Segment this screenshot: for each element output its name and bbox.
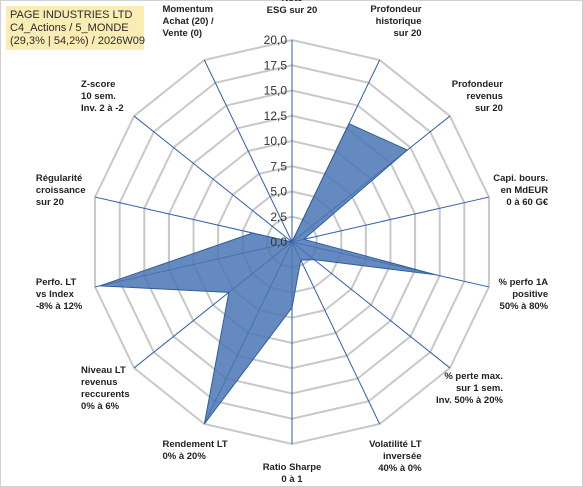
- axis-label: % perfo 1A positive 50% à 80%: [499, 277, 549, 312]
- tick-label: 20,0: [264, 33, 288, 47]
- axis-label-line: 0% à 20%: [162, 451, 206, 462]
- axis-spoke: [203, 59, 293, 243]
- axis-label-line: croissance: [36, 185, 86, 196]
- axis-label-line: 0 à 60 G€: [506, 197, 548, 208]
- axis-label-line: Z-score: [81, 79, 115, 90]
- axis-label-line: sur 20: [36, 197, 64, 208]
- title-line-category: C4_Actions / 5_MONDE: [10, 22, 129, 34]
- axis-label-line: Régularité: [36, 173, 82, 184]
- axis-label-line: % perfo 1A: [499, 277, 549, 288]
- axis-label: % perte max. sur 1 sem. Inv. 50% à 20%: [436, 371, 503, 406]
- axis-label-line: Note: [281, 0, 302, 4]
- axis-label: Rendement LT 0% à 20%: [162, 439, 227, 462]
- axis-label-line: Capi. bours.: [493, 173, 548, 184]
- title-line-stats: (29,3% | 54,2%) / 2026W09: [10, 35, 145, 47]
- axis-label: Z-score 10 sem. Inv. 2 à -2: [81, 79, 124, 114]
- axis-label: Profondeur revenus sur 20: [452, 79, 503, 114]
- axis-label-line: Ratio Sharpe: [263, 462, 322, 473]
- axis-label-line: Inv. 2 à -2: [81, 103, 124, 114]
- tick-label: 5,0: [270, 185, 287, 199]
- tick-label: 7,5: [270, 159, 287, 173]
- axis-label-line: Perfo. LT: [36, 277, 77, 288]
- axis-label-line: Achat (20) /: [162, 16, 214, 27]
- axis-label-line: historique: [376, 16, 422, 27]
- axis-label-line: vs Index: [36, 289, 75, 300]
- series-area: [99, 123, 436, 425]
- axis-label-line: Vente (0): [162, 28, 202, 39]
- axis-label-line: Momentum: [162, 4, 213, 15]
- axis-label: Perfo. LT vs Index -8% à 12%: [36, 277, 83, 312]
- axis-label-line: Profondeur: [452, 79, 503, 90]
- axis-label-line: % perte max.: [444, 371, 503, 382]
- axis-label-line: revenus: [81, 377, 117, 388]
- axis-label: Capi. bours. en MdEUR 0 à 60 G€: [493, 173, 549, 208]
- axis-label-line: reccurents: [81, 389, 130, 400]
- axis-label: NoteESG sur 20: [267, 0, 318, 16]
- tick-label: 12,5: [264, 109, 288, 123]
- axis-label: Profondeur historique sur 20: [370, 4, 421, 39]
- axis-label-line: sur 20: [394, 28, 422, 39]
- axis-label: Ratio Sharpe 0 à 1: [263, 462, 322, 485]
- axis-spoke: [133, 115, 293, 243]
- axis-spoke: [291, 196, 490, 243]
- axis-label-line: sur 20: [475, 103, 503, 114]
- axis-label: Régularité croissance sur 20: [36, 173, 86, 208]
- axis-label-line: Niveau LT: [81, 365, 126, 376]
- axis-label-line: positive: [512, 289, 548, 300]
- axis-label-line: 50% à 80%: [500, 301, 549, 312]
- axis-label-line: inversée: [383, 451, 422, 462]
- axis-label-line: 40% à 0%: [378, 463, 422, 474]
- axis-label-line: 0 à 1: [281, 474, 303, 485]
- tick-label: 0,0: [270, 235, 287, 249]
- axis-label-line: Inv. 50% à 20%: [436, 395, 503, 406]
- tick-label: 17,5: [264, 58, 288, 72]
- axis-spoke: [291, 241, 451, 369]
- tick-label: 10,0: [264, 134, 288, 148]
- axis-label-line: sur 1 sem.: [456, 383, 503, 394]
- title-box: PAGE INDUSTRIES LTD C4_Actions / 5_MONDE…: [6, 6, 145, 50]
- axis-spoke: [291, 241, 381, 425]
- axis-label-line: Profondeur: [370, 4, 421, 15]
- axis-label: Volatilité LT inversée 40% à 0%: [369, 439, 422, 474]
- axis-label-line: Volatilité LT: [369, 439, 422, 450]
- axis-label: Momentum Achat (20) / Vente (0): [162, 4, 214, 39]
- axis-label-line: -8% à 12%: [36, 301, 83, 312]
- axis-label-line: 0% à 6%: [81, 401, 120, 412]
- tick-label: 15,0: [264, 84, 288, 98]
- axis-label-line: en MdEUR: [501, 185, 549, 196]
- radar-ticks: 0,0 2,5 5,0 7,5 10,0 12,5 15,0 17,5 20,0: [264, 33, 288, 249]
- tick-label: 2,5: [270, 210, 287, 224]
- title-line-company: PAGE INDUSTRIES LTD: [10, 9, 133, 21]
- axis-label-line: revenus: [467, 91, 503, 102]
- axis-label: Niveau LT revenus reccurents 0% à 6%: [81, 365, 130, 412]
- axis-label-line: 10 sem.: [81, 91, 116, 102]
- axis-label-line: ESG sur 20: [267, 5, 318, 16]
- axis-label-line: Rendement LT: [162, 439, 227, 450]
- radar-series: [99, 123, 436, 425]
